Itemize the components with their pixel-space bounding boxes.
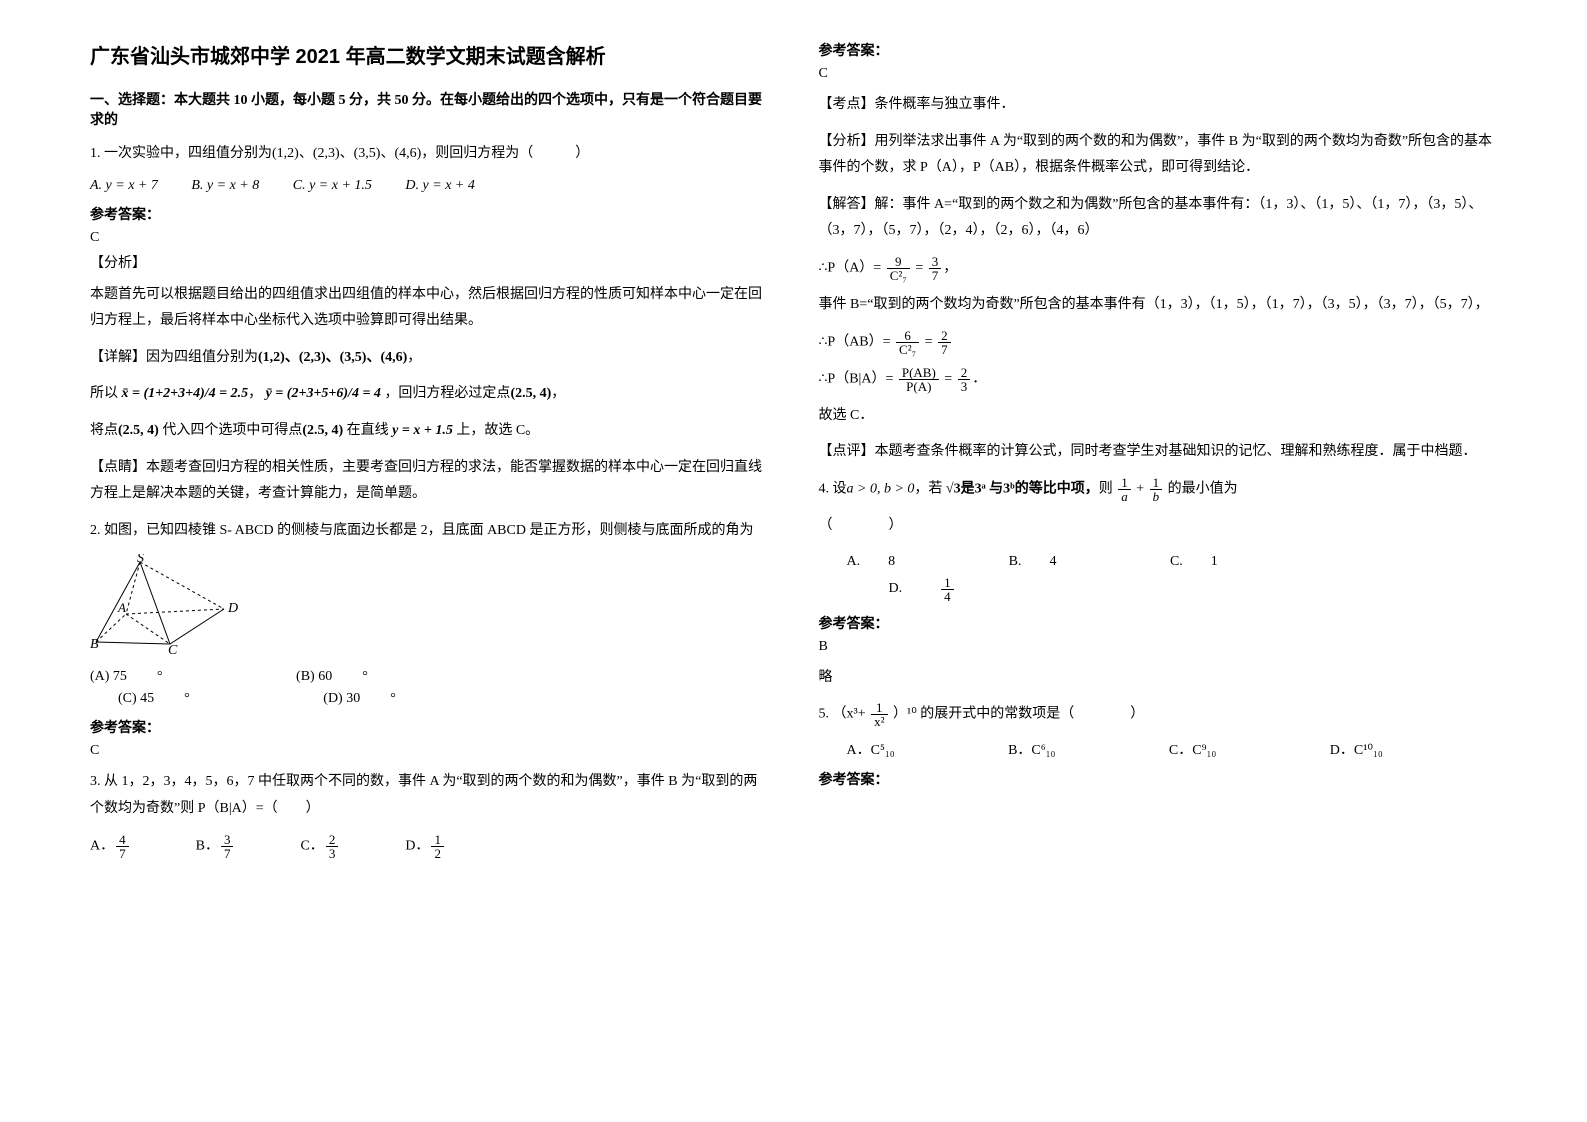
q1-detail2: 所以 x̄ = (1+2+3+4)/4 = 2.5， ȳ = (2+3+5+6)… xyxy=(90,381,769,408)
q1-options: A. y = x + 7 B. y = x + 8 C. y = x + 1.5… xyxy=(90,178,769,194)
q5-optD: D．C¹⁰₁₀ xyxy=(1330,739,1383,759)
analysis-label: 【分析】 xyxy=(90,252,769,272)
q1-optB: B. y = x + 8 xyxy=(191,178,259,194)
page-title: 广东省汕头市城郊中学 2021 年高二数学文期末试题含解析 xyxy=(90,40,769,69)
q3-pA: ∴P（A）= 9C²₇ = 37， xyxy=(819,255,1498,282)
q4-options-row2: D. 14 xyxy=(889,576,1498,603)
q5-optA: A．C⁵₁₀ xyxy=(847,739,895,759)
q3-pAB: ∴P（AB）= 6C²₇ = 27 xyxy=(819,329,1498,356)
q4-options-row1: A. 8 B. 4 C. 1 xyxy=(847,550,1498,570)
q3-pBA: ∴P（B|A）= P(AB)P(A) = 23． xyxy=(819,366,1498,393)
reference-answer-label: 参考答案： xyxy=(819,769,1498,789)
q2-options-row2: (C) 45° (D) 30° xyxy=(118,691,769,707)
q2-optD: (D) 30° xyxy=(323,691,396,707)
question-5: 5. （x³+ 1x² ）¹⁰ 的展开式中的常数项是（ ） xyxy=(819,701,1498,728)
q2-answer: C xyxy=(90,743,769,759)
section-heading: 一、选择题：本大题共 10 小题，每小题 5 分，共 50 分。在每小题给出的四… xyxy=(90,89,769,129)
svg-text:D: D xyxy=(227,601,238,616)
q1-answer: C xyxy=(90,230,769,246)
q1-optA: A. y = x + 7 xyxy=(90,178,158,194)
q1-detail3: 将点(2.5, 4) 代入四个选项中可得点(2.5, 4) 在直线 y = x … xyxy=(90,418,769,445)
q1-optC: C. y = x + 1.5 xyxy=(293,178,372,194)
q2-options-row1: (A) 75° (B) 60° xyxy=(90,669,769,685)
q3-answer: C xyxy=(819,66,1498,82)
question-1: 1. 一次实验中，四组值分别为(1,2)、(2,3)、(3,5)、(4,6)，则… xyxy=(90,141,769,168)
q3-guxuan: 故选 C． xyxy=(819,403,1498,430)
q4-optA: A. 8 xyxy=(847,550,896,570)
q5-options: A．C⁵₁₀ B．C⁶₁₀ C．C⁹₁₀ D．C¹⁰₁₀ xyxy=(847,739,1498,759)
reference-answer-label: 参考答案： xyxy=(90,717,769,737)
reference-answer-label: 参考答案： xyxy=(819,40,1498,60)
q4-answer: B xyxy=(819,639,1498,655)
question-3: 3. 从 1，2，3，4，5，6，7 中任取两个不同的数，事件 A 为“取到的两… xyxy=(90,769,769,822)
q4-brackets: （ ） xyxy=(819,513,1498,540)
q1-optD: D. y = x + 4 xyxy=(405,178,474,194)
q3-options: A．47 B．37 C．23 D．12 xyxy=(90,833,769,860)
q5-optB: B．C⁶₁₀ xyxy=(1008,739,1055,759)
svg-text:S: S xyxy=(137,554,144,566)
reference-answer-label: 参考答案： xyxy=(819,613,1498,633)
q1-tip: 【点睛】本题考查回归方程的相关性质，主要考查回归方程的求法，能否掌握数据的样本中… xyxy=(90,455,769,508)
q3-analysis: 【分析】用列举法求出事件 A 为“取到的两个数的和为偶数”，事件 B 为“取到的… xyxy=(819,129,1498,182)
q4-optC: C. 1 xyxy=(1170,550,1218,570)
q2-optC: (C) 45° xyxy=(118,691,190,707)
q2-optB: (B) 60° xyxy=(296,669,368,685)
q4-optB: B. 4 xyxy=(1009,550,1057,570)
question-2: 2. 如图，已知四棱锥 S- ABCD 的侧棱与底面边长都是 2，且底面 ABC… xyxy=(90,518,769,545)
question-4: 4. 设a > 0, b > 0，若 √3是3ᵃ 与3ᵇ的等比中项，则 1a +… xyxy=(819,476,1498,503)
svg-text:C: C xyxy=(168,643,178,654)
q2-optA: (A) 75° xyxy=(90,669,163,685)
q4-optD: D. 14 xyxy=(889,576,1014,603)
q3-jieda: 【解答】解：事件 A=“取到的两个数之和为偶数”所包含的基本事件有：（1，3）、… xyxy=(819,192,1498,245)
q3-eventB: 事件 B=“取到的两个数均为奇数”所包含的基本事件有（1，3），（1，5），（1… xyxy=(819,292,1498,319)
pyramid-diagram: S A B C D xyxy=(90,554,769,659)
svg-text:A: A xyxy=(117,600,126,615)
q4-lue: 略 xyxy=(819,665,1498,692)
q5-optC: C．C⁹₁₀ xyxy=(1169,739,1216,759)
q3-kaodian: 【考点】条件概率与独立事件． xyxy=(819,92,1498,119)
q3-dianping: 【点评】本题考查条件概率的计算公式，同时考查学生对基础知识的记忆、理解和熟练程度… xyxy=(819,439,1498,466)
reference-answer-label: 参考答案： xyxy=(90,204,769,224)
svg-text:B: B xyxy=(90,637,99,652)
q1-detail: 【详解】因为四组值分别为(1,2)、(2,3)、(3,5)、(4,6)， xyxy=(90,345,769,372)
q1-analysis: 本题首先可以根据题目给出的四组值求出四组值的样本中心，然后根据回归方程的性质可知… xyxy=(90,282,769,335)
